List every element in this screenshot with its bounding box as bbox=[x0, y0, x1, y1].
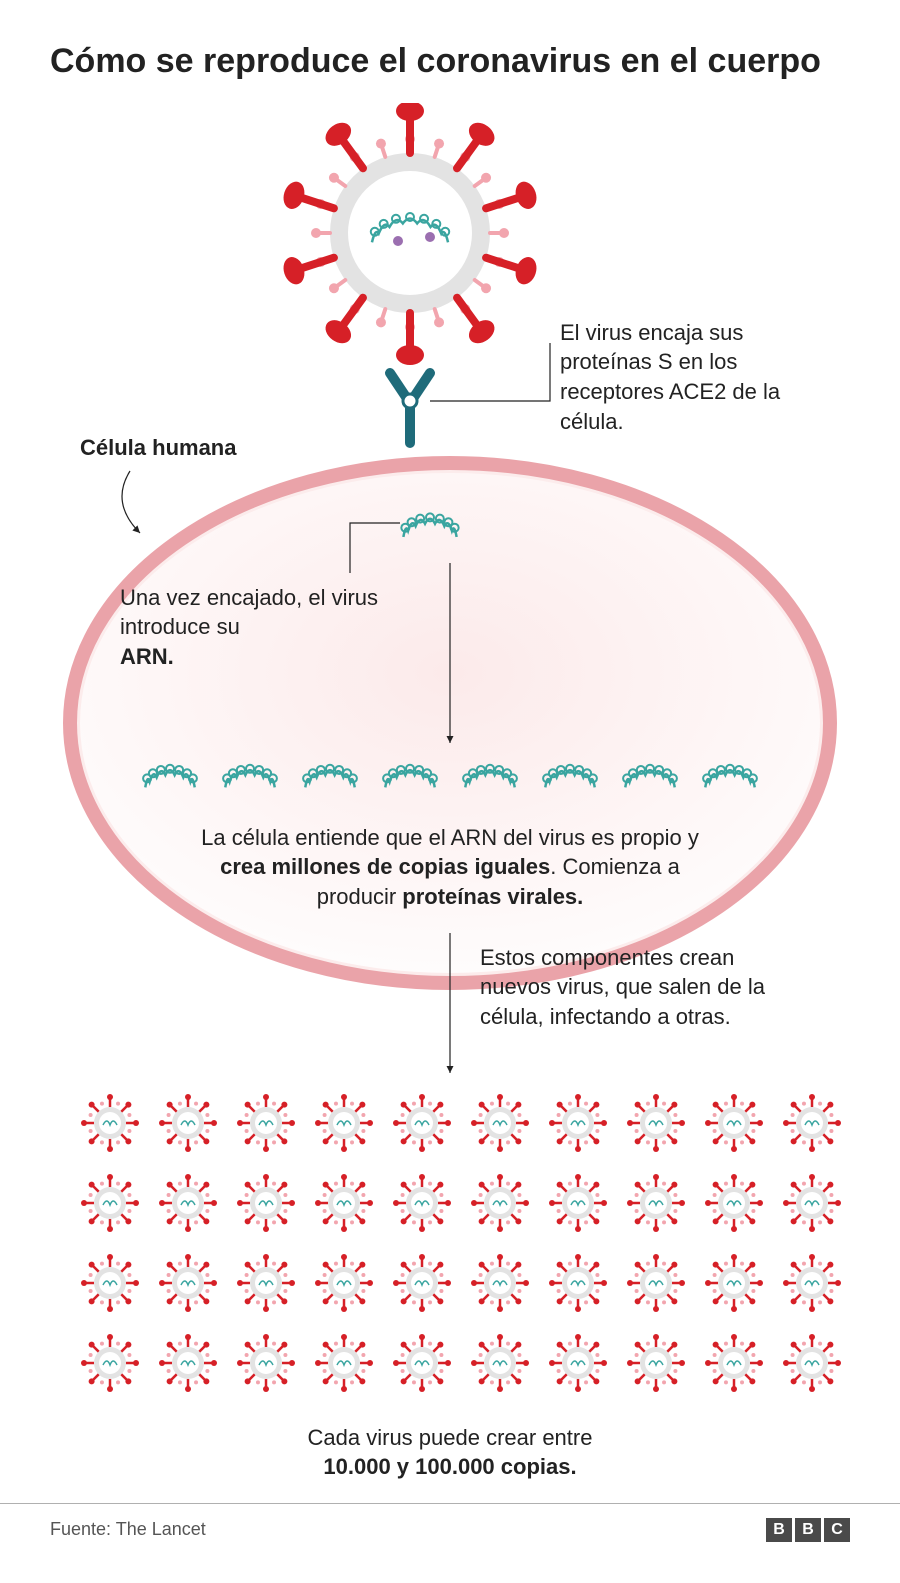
label-step3-b: crea millones de copias iguales bbox=[220, 854, 550, 879]
source-value: The Lancet bbox=[116, 1519, 206, 1539]
page-title: Cómo se reproduce el coronavirus en el c… bbox=[50, 40, 850, 83]
label-step2-a: Una vez encajado, el virus introduce su bbox=[120, 585, 378, 640]
label-step4: Estos componentes crean nuevos virus, qu… bbox=[480, 943, 810, 1032]
infographic-diagram: Célula humana El virus encaja sus proteí… bbox=[50, 103, 850, 1483]
bbc-b2: B bbox=[795, 1518, 821, 1542]
label-step5-a: Cada virus puede crear entre bbox=[308, 1425, 593, 1450]
bbc-b1: B bbox=[766, 1518, 792, 1542]
source-label: Fuente: bbox=[50, 1519, 116, 1539]
label-step3-d: proteínas virales. bbox=[402, 884, 583, 909]
bbc-c: C bbox=[824, 1518, 850, 1542]
label-cell: Célula humana bbox=[80, 433, 236, 463]
label-step1: El virus encaja sus proteínas S en los r… bbox=[560, 318, 830, 437]
label-step5: Cada virus puede crear entre 10.000 y 10… bbox=[250, 1423, 650, 1482]
label-step3-a: La célula entiende que el ARN del virus … bbox=[201, 825, 699, 850]
footer: Fuente: The Lancet B B C bbox=[0, 1503, 900, 1556]
label-step2-b: ARN. bbox=[120, 644, 174, 669]
bbc-logo: B B C bbox=[766, 1518, 850, 1542]
diagram-svg bbox=[50, 103, 850, 1483]
label-step5-b: 10.000 y 100.000 copias. bbox=[323, 1454, 576, 1479]
label-step3: La célula entiende que el ARN del virus … bbox=[200, 823, 700, 912]
label-step2: Una vez encajado, el virus introduce su … bbox=[120, 583, 380, 672]
source-text: Fuente: The Lancet bbox=[50, 1519, 206, 1540]
